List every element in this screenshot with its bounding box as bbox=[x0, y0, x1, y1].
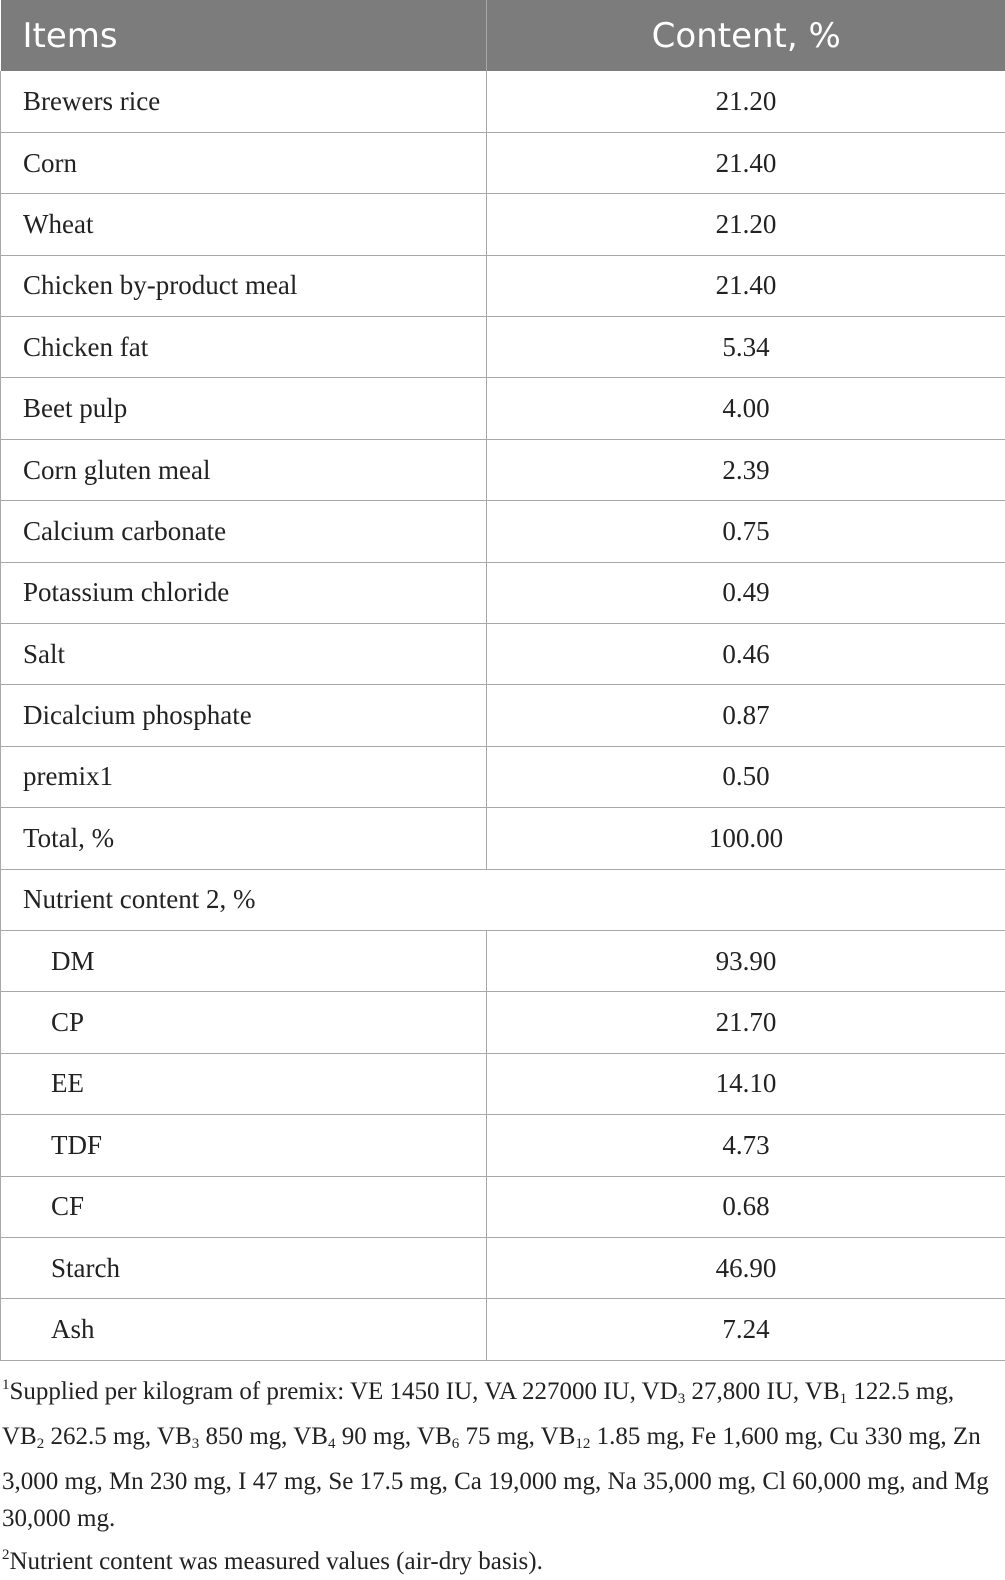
row-value: 0.50 bbox=[487, 746, 1005, 807]
row-value: 21.40 bbox=[487, 255, 1005, 316]
nutrient-value: 21.70 bbox=[487, 992, 1005, 1053]
nutrient-value: 0.68 bbox=[487, 1176, 1005, 1237]
nutrient-item: Starch bbox=[1, 1237, 487, 1298]
row-value: 0.46 bbox=[487, 624, 1005, 685]
nutrient-value: 14.10 bbox=[487, 1053, 1005, 1114]
footnote-1-marker: 1 bbox=[2, 1377, 10, 1393]
nutrient-value: 93.90 bbox=[487, 930, 1005, 991]
row-value: 0.87 bbox=[487, 685, 1005, 746]
footnotes: 1Supplied per kilogram of premix: VE 145… bbox=[0, 1361, 1005, 1580]
row-value: 21.20 bbox=[487, 194, 1005, 255]
footnote-2-text: Nutrient content was measured values (ai… bbox=[10, 1548, 543, 1575]
footnote-2: 2Nutrient content was measured values (a… bbox=[2, 1537, 999, 1580]
header-row: Items Content, % bbox=[1, 0, 1005, 71]
row-item: Corn bbox=[1, 132, 487, 193]
row-item: premix1 bbox=[1, 746, 487, 807]
section-row: Nutrient content 2, % bbox=[1, 869, 1005, 930]
row-item: Corn gluten meal bbox=[1, 439, 487, 500]
nutrient-item: DM bbox=[1, 930, 487, 991]
row-item: Wheat bbox=[1, 194, 487, 255]
nutrient-item: EE bbox=[1, 1053, 487, 1114]
footnote-1: 1Supplied per kilogram of premix: VE 145… bbox=[2, 1367, 999, 1537]
footnote-2-marker: 2 bbox=[2, 1547, 10, 1563]
row-value: 2.39 bbox=[487, 439, 1005, 500]
row-item: Brewers rice bbox=[1, 71, 487, 132]
nutrient-item: CF bbox=[1, 1176, 487, 1237]
nutrient-value: 46.90 bbox=[487, 1237, 1005, 1298]
nutrient-value: 7.24 bbox=[487, 1299, 1005, 1360]
row-value: 5.34 bbox=[487, 317, 1005, 378]
nutrient-item: TDF bbox=[1, 1115, 487, 1176]
header-items: Items bbox=[1, 0, 487, 71]
total-row: Total, %100.00 bbox=[1, 808, 1005, 869]
header-content: Content, % bbox=[487, 0, 1005, 71]
row-item: Beet pulp bbox=[1, 378, 487, 439]
row-item: Chicken by-product meal bbox=[1, 255, 487, 316]
row-item: Total, % bbox=[1, 808, 487, 869]
row-item: Dicalcium phosphate bbox=[1, 685, 487, 746]
row-value: 21.20 bbox=[487, 71, 1005, 132]
nutrient-item: Ash bbox=[1, 1299, 487, 1360]
nutrient-value: 4.73 bbox=[487, 1115, 1005, 1176]
section-label: Nutrient content 2, % bbox=[1, 869, 1005, 930]
row-item: Salt bbox=[1, 624, 487, 685]
row-item: Calcium carbonate bbox=[1, 501, 487, 562]
footnote-1-text: Supplied per kilogram of premix: VE 1450… bbox=[2, 1378, 989, 1532]
row-value: 0.49 bbox=[487, 562, 1005, 623]
row-item: Potassium chloride bbox=[1, 562, 487, 623]
row-value: 0.75 bbox=[487, 501, 1005, 562]
row-value: 21.40 bbox=[487, 132, 1005, 193]
row-value: 4.00 bbox=[487, 378, 1005, 439]
row-value: 100.00 bbox=[487, 808, 1005, 869]
nutrient-item: CP bbox=[1, 992, 487, 1053]
row-item: Chicken fat bbox=[1, 317, 487, 378]
